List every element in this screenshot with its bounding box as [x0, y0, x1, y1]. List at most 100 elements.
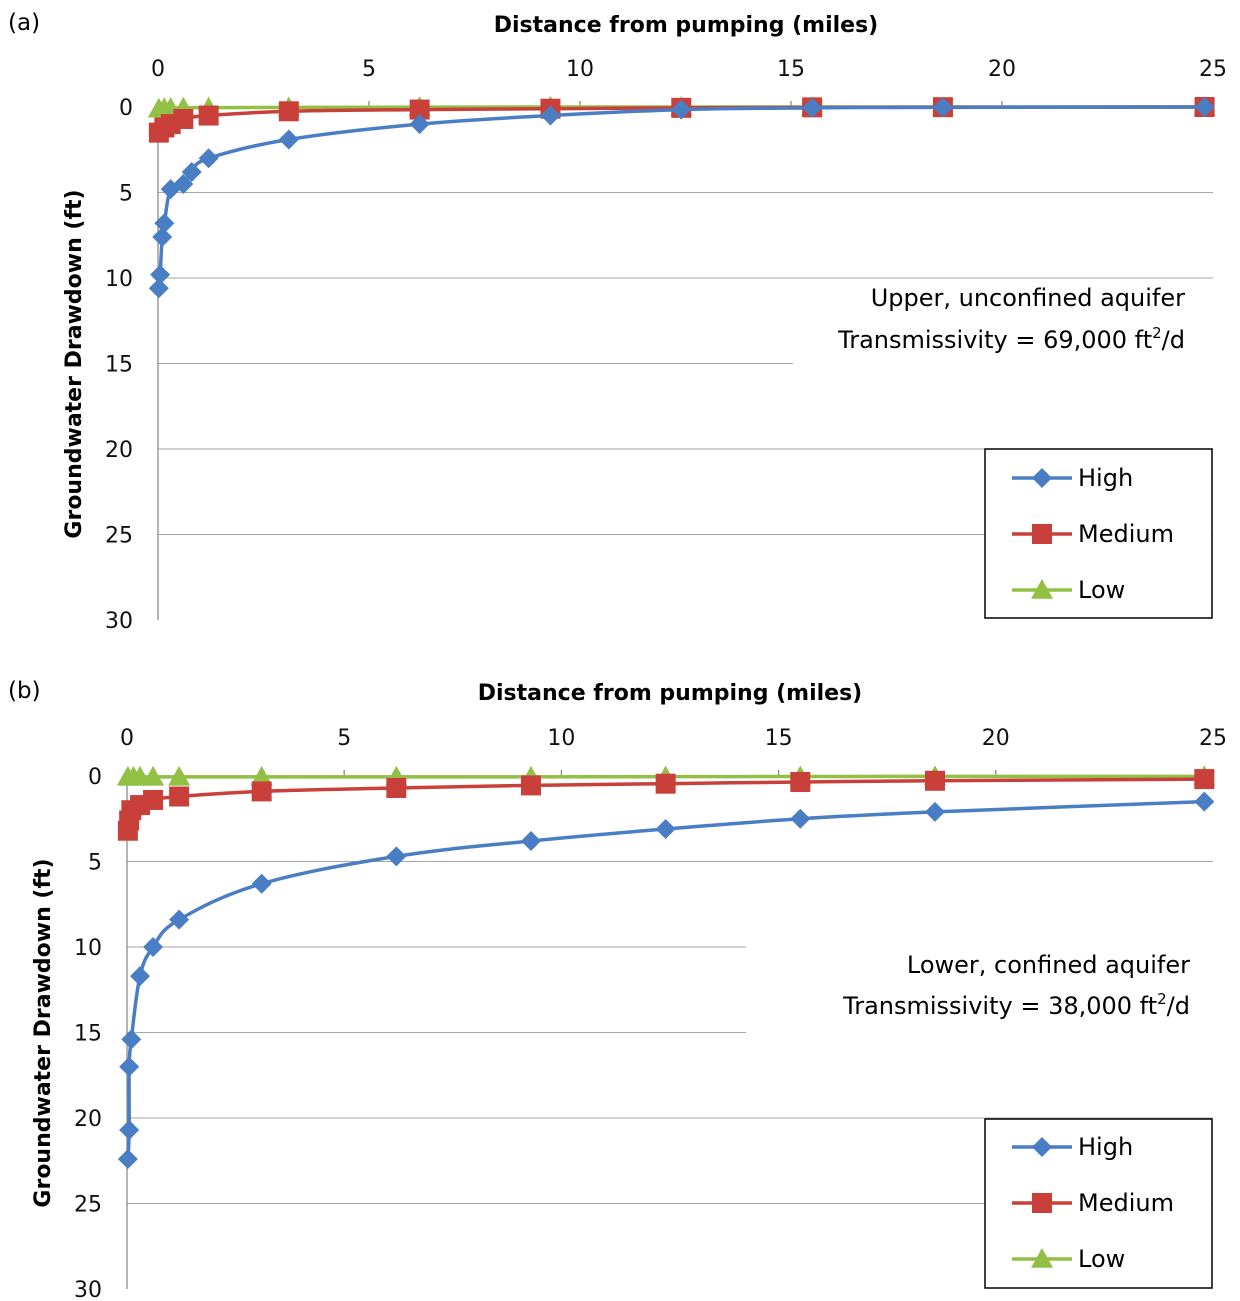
point-high-a-12 — [802, 97, 823, 118]
annotation-backdrop-b — [746, 944, 1216, 1034]
point-high-b-5 — [143, 937, 164, 957]
legend-item-low-a: Low — [1012, 576, 1125, 604]
point-high-a-2 — [152, 226, 173, 247]
x-axis-title-b: Distance from pumping (miles) — [478, 681, 862, 706]
legend-marker-low-a — [1031, 579, 1053, 599]
legend-item-medium-b: Medium — [1012, 1189, 1174, 1217]
point-high-b-4 — [130, 966, 151, 987]
point-high-b-13 — [1194, 791, 1215, 812]
legend-label-low-b: Low — [1078, 1245, 1125, 1273]
legend-label-medium-a: Medium — [1078, 520, 1174, 548]
y-tick-label-a-6: 30 — [105, 609, 133, 634]
point-high-a-10 — [540, 105, 561, 126]
legend-item-high-a: High — [1012, 464, 1133, 492]
point-high-b-1 — [119, 1119, 140, 1140]
x-tick-label-b-0: 0 — [120, 726, 134, 751]
point-high-b-8 — [386, 846, 407, 867]
legend-label-high-a: High — [1078, 464, 1133, 492]
point-medium-b-4 — [143, 789, 164, 810]
y-ticks-b: 0 5 10 15 20 25 30 — [74, 765, 102, 1301]
point-high-a-13 — [932, 97, 953, 118]
annotation-line2-superscript-b: 2 — [1157, 990, 1167, 1008]
point-high-a-3 — [154, 213, 175, 234]
legend-marker-high-b — [1032, 1137, 1052, 1157]
series-high-a — [148, 97, 1215, 299]
x-tick-label-b-1: 5 — [337, 726, 351, 751]
point-medium-b-7 — [386, 777, 407, 798]
chart-panel-b: (b) Distance from pumping (miles) Ground… — [8, 678, 1227, 1301]
legend-b: High Medium Low — [984, 1118, 1213, 1289]
point-high-b-12 — [924, 801, 945, 822]
point-high-b-7 — [251, 873, 272, 894]
legend-label-high-b: High — [1078, 1133, 1133, 1161]
point-high-a-5 — [173, 173, 194, 194]
point-high-a-7 — [198, 148, 219, 169]
x-tick-label-a-3: 15 — [777, 57, 805, 82]
legend-marker-medium-a — [1032, 524, 1052, 544]
series-b — [116, 765, 1216, 1170]
legend-item-low-b: Low — [1012, 1245, 1125, 1273]
point-high-a-9 — [409, 114, 430, 135]
point-medium-a-5 — [278, 101, 299, 122]
annotation-backdrop-a — [793, 288, 1215, 370]
y-tick-label-b-0: 0 — [88, 765, 102, 790]
y-tick-label-a-2: 10 — [105, 267, 133, 292]
point-medium-b-5 — [169, 786, 190, 807]
point-high-b-3 — [121, 1029, 142, 1050]
y-axis-title-b: Groundwater Drawdown (ft) — [31, 858, 56, 1207]
chart-panel-a: (a) Distance from pumping (miles) Ground… — [8, 10, 1227, 634]
annotation-line2-superscript-a: 2 — [1152, 324, 1162, 342]
point-medium-b-6 — [251, 781, 272, 802]
legend-marker-high-a — [1032, 468, 1052, 488]
annotation-line2-b: Transmissivity = 38,000 ft2/d — [842, 990, 1190, 1020]
x-tick-label-a-5: 25 — [1199, 57, 1227, 82]
point-medium-b-8 — [520, 775, 541, 796]
y-tick-label-a-1: 5 — [119, 182, 133, 207]
legend-item-medium-a: Medium — [1012, 520, 1174, 548]
annotation-line1-b: Lower, confined aquifer — [907, 951, 1190, 979]
series-high-b — [117, 791, 1215, 1170]
series-a — [147, 96, 1216, 299]
legend-a: High Medium Low — [984, 448, 1213, 619]
point-medium-b-12 — [1194, 769, 1215, 790]
point-high-a-0 — [148, 278, 169, 299]
point-high-b-10 — [655, 819, 676, 840]
y-tick-label-b-2: 10 — [74, 936, 102, 961]
legend-marker-low-b — [1031, 1248, 1053, 1268]
y-tick-label-b-3: 15 — [74, 1022, 102, 1047]
series-line-high-a — [157, 105, 1207, 291]
y-tick-label-a-5: 25 — [105, 524, 133, 549]
y-tick-label-a-3: 15 — [105, 353, 133, 378]
y-ticks-a: 0 5 10 15 20 25 30 — [105, 96, 133, 634]
legend-marker-medium-b — [1032, 1193, 1052, 1213]
point-high-a-6 — [181, 161, 202, 182]
legend-label-low-a: Low — [1078, 576, 1125, 604]
point-medium-b-11 — [924, 770, 945, 791]
x-tick-label-a-1: 5 — [362, 57, 376, 82]
point-low-b-4 — [168, 765, 191, 786]
point-high-a-14 — [1194, 97, 1215, 117]
series-medium-b — [117, 769, 1215, 841]
x-tick-label-b-4: 20 — [982, 726, 1010, 751]
annotation-line2-suffix-b: /d — [1167, 992, 1190, 1020]
annotation-line2-prefix-a: Transmissivity = 69,000 ft — [837, 326, 1152, 354]
annotation-line2-suffix-a: /d — [1162, 326, 1185, 354]
annotation-line2-prefix-b: Transmissivity = 38,000 ft — [842, 992, 1157, 1020]
x-tick-label-b-3: 15 — [765, 726, 793, 751]
point-high-b-2 — [119, 1056, 140, 1077]
point-high-b-6 — [169, 909, 190, 930]
annotation-line1-a: Upper, unconfined aquifer — [871, 284, 1185, 312]
panel-label-a: (a) — [8, 10, 40, 36]
point-low-b-3 — [142, 765, 165, 786]
point-low-b-5 — [250, 765, 273, 786]
point-medium-a-3 — [173, 108, 194, 129]
x-ticks-a: 0 5 10 15 20 25 — [151, 57, 1227, 82]
point-medium-a-4 — [198, 105, 219, 126]
y-tick-label-b-4: 20 — [74, 1107, 102, 1132]
y-tick-label-b-5: 25 — [74, 1193, 102, 1218]
point-medium-b-10 — [790, 771, 811, 792]
point-high-b-9 — [520, 830, 541, 851]
legend-item-high-b: High — [1012, 1133, 1133, 1161]
